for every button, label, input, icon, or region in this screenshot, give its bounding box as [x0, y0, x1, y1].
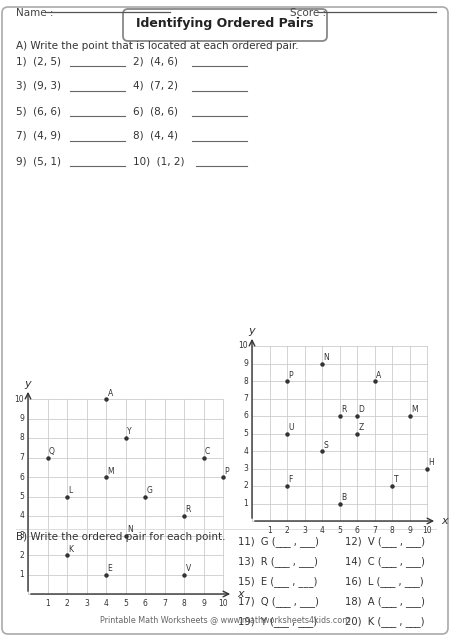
FancyBboxPatch shape — [2, 7, 448, 634]
Text: Name :: Name : — [16, 8, 54, 18]
Text: P: P — [225, 466, 229, 476]
Text: C: C — [205, 447, 210, 456]
Text: 9: 9 — [201, 599, 206, 608]
Text: 7: 7 — [19, 453, 24, 462]
Text: Score :: Score : — [290, 8, 326, 18]
Text: y: y — [249, 326, 255, 336]
Text: R: R — [341, 406, 346, 415]
Text: 2: 2 — [65, 599, 69, 608]
Text: P: P — [288, 371, 293, 380]
Text: 2: 2 — [284, 526, 289, 535]
Text: 3: 3 — [243, 464, 248, 473]
Text: 8: 8 — [19, 434, 24, 443]
FancyBboxPatch shape — [123, 9, 327, 41]
Text: G: G — [147, 486, 153, 495]
Text: A) Write the point that is located at each ordered pair.: A) Write the point that is located at ea… — [16, 41, 299, 51]
Text: T: T — [393, 476, 398, 485]
Text: x: x — [441, 516, 448, 526]
Text: 1: 1 — [19, 570, 24, 579]
Text: B) Write the ordered pair for each point.: B) Write the ordered pair for each point… — [16, 532, 225, 542]
Text: 5: 5 — [19, 492, 24, 501]
Text: 3: 3 — [84, 599, 89, 608]
Text: 6: 6 — [143, 599, 148, 608]
Text: 4: 4 — [320, 526, 324, 535]
Text: M: M — [108, 466, 114, 476]
Text: 4: 4 — [104, 599, 108, 608]
Text: 7: 7 — [372, 526, 377, 535]
Text: 18)  A (___ , ___): 18) A (___ , ___) — [345, 596, 425, 607]
Text: B: B — [341, 493, 346, 502]
Text: x: x — [237, 589, 243, 599]
Text: V: V — [185, 564, 191, 573]
Text: 11)  G (___ , ___): 11) G (___ , ___) — [238, 536, 319, 547]
Text: 9: 9 — [19, 414, 24, 423]
Text: 6)  (8, 6): 6) (8, 6) — [133, 106, 178, 116]
Text: 7: 7 — [162, 599, 167, 608]
Text: D: D — [359, 406, 365, 415]
Text: 3)  (9, 3): 3) (9, 3) — [16, 81, 61, 91]
Text: 17)  Q (___ , ___): 17) Q (___ , ___) — [238, 596, 319, 607]
Text: Q: Q — [49, 447, 55, 456]
Text: 10: 10 — [218, 599, 228, 608]
Text: 12)  V (___ , ___): 12) V (___ , ___) — [345, 536, 425, 547]
Text: 10: 10 — [238, 342, 248, 350]
Text: L: L — [68, 486, 73, 495]
Text: 1: 1 — [267, 526, 272, 535]
Text: K: K — [68, 544, 73, 553]
Text: Identifying Ordered Pairs: Identifying Ordered Pairs — [136, 17, 314, 29]
Text: 10: 10 — [422, 526, 432, 535]
Text: U: U — [288, 423, 294, 432]
Text: 16)  L (___ , ___): 16) L (___ , ___) — [345, 576, 423, 587]
Text: 5: 5 — [243, 429, 248, 438]
Text: 6: 6 — [19, 473, 24, 481]
Text: y: y — [25, 379, 32, 389]
Text: 10: 10 — [14, 394, 24, 403]
Text: 6: 6 — [243, 411, 248, 420]
Text: 5)  (6, 6): 5) (6, 6) — [16, 106, 61, 116]
Text: 8: 8 — [243, 377, 248, 385]
Text: 9: 9 — [407, 526, 412, 535]
Text: N: N — [324, 353, 329, 362]
Text: Z: Z — [359, 423, 364, 432]
Text: 1)  (2, 5): 1) (2, 5) — [16, 56, 61, 66]
Text: Y: Y — [127, 427, 131, 436]
Text: 19)  Y (___ , ___): 19) Y (___ , ___) — [238, 616, 317, 627]
Text: A: A — [108, 389, 113, 398]
Text: 4: 4 — [243, 446, 248, 455]
Text: 2: 2 — [243, 481, 248, 490]
Text: 9: 9 — [243, 359, 248, 368]
Text: 8: 8 — [390, 526, 394, 535]
Text: S: S — [324, 441, 328, 450]
Text: 3: 3 — [19, 531, 24, 540]
Text: 4)  (7, 2): 4) (7, 2) — [133, 81, 178, 91]
Text: 6: 6 — [355, 526, 360, 535]
Text: 4: 4 — [19, 511, 24, 520]
Text: F: F — [288, 476, 293, 485]
Text: 3: 3 — [302, 526, 307, 535]
Text: A: A — [376, 371, 381, 380]
Text: 9)  (5, 1): 9) (5, 1) — [16, 156, 61, 166]
Text: 7)  (4, 9): 7) (4, 9) — [16, 131, 61, 141]
Text: 8: 8 — [182, 599, 186, 608]
Text: 5: 5 — [337, 526, 342, 535]
Text: R: R — [185, 506, 191, 515]
Text: M: M — [411, 406, 418, 415]
Text: 13)  R (___ , ___): 13) R (___ , ___) — [238, 556, 318, 567]
Text: Printable Math Worksheets @ www.mathworksheets4kids.com: Printable Math Worksheets @ www.mathwork… — [100, 616, 350, 625]
Text: 15)  E (___ , ___): 15) E (___ , ___) — [238, 576, 317, 587]
Text: 2: 2 — [19, 551, 24, 560]
Text: 7: 7 — [243, 394, 248, 403]
Text: N: N — [127, 525, 133, 534]
Text: 2)  (4, 6): 2) (4, 6) — [133, 56, 178, 66]
Text: 20)  K (___ , ___): 20) K (___ , ___) — [345, 616, 424, 627]
Text: E: E — [108, 564, 112, 573]
Text: 14)  C (___ , ___): 14) C (___ , ___) — [345, 556, 425, 567]
Text: H: H — [428, 458, 434, 467]
Text: 1: 1 — [243, 499, 248, 508]
Text: 10)  (1, 2): 10) (1, 2) — [133, 156, 184, 166]
Text: 1: 1 — [45, 599, 50, 608]
Text: 5: 5 — [123, 599, 128, 608]
Text: 8)  (4, 4): 8) (4, 4) — [133, 131, 178, 141]
